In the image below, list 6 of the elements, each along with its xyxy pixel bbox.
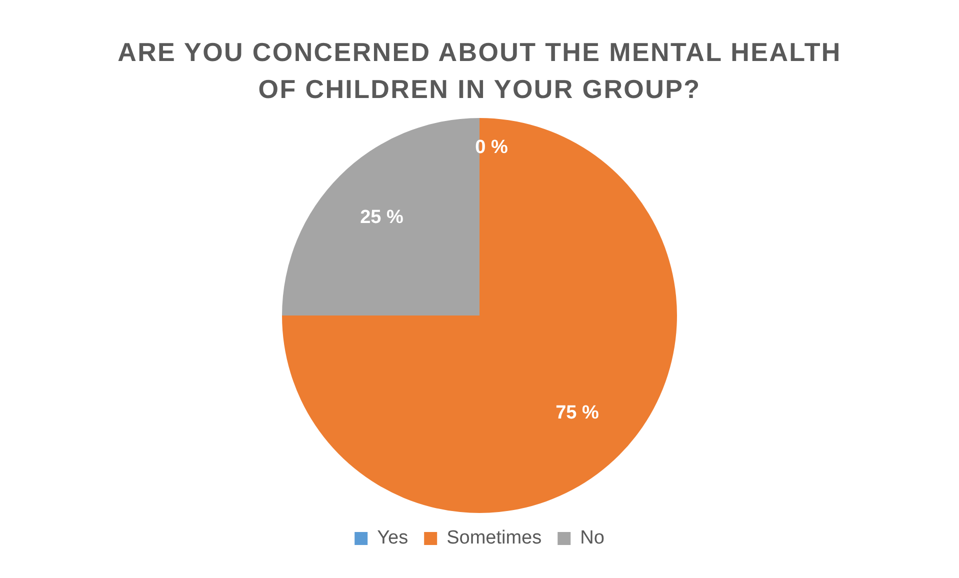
legend-label: Sometimes [446,528,542,549]
data-label: 25 % [360,206,404,228]
legend-label: Yes [377,528,408,549]
legend-label: No [580,528,604,549]
data-label: 75 % [556,402,600,424]
chart-title: ARE YOU CONCERNED ABOUT THE MENTAL HEALTH OF CHILDREN IN YOUR GROUP? [116,36,842,106]
